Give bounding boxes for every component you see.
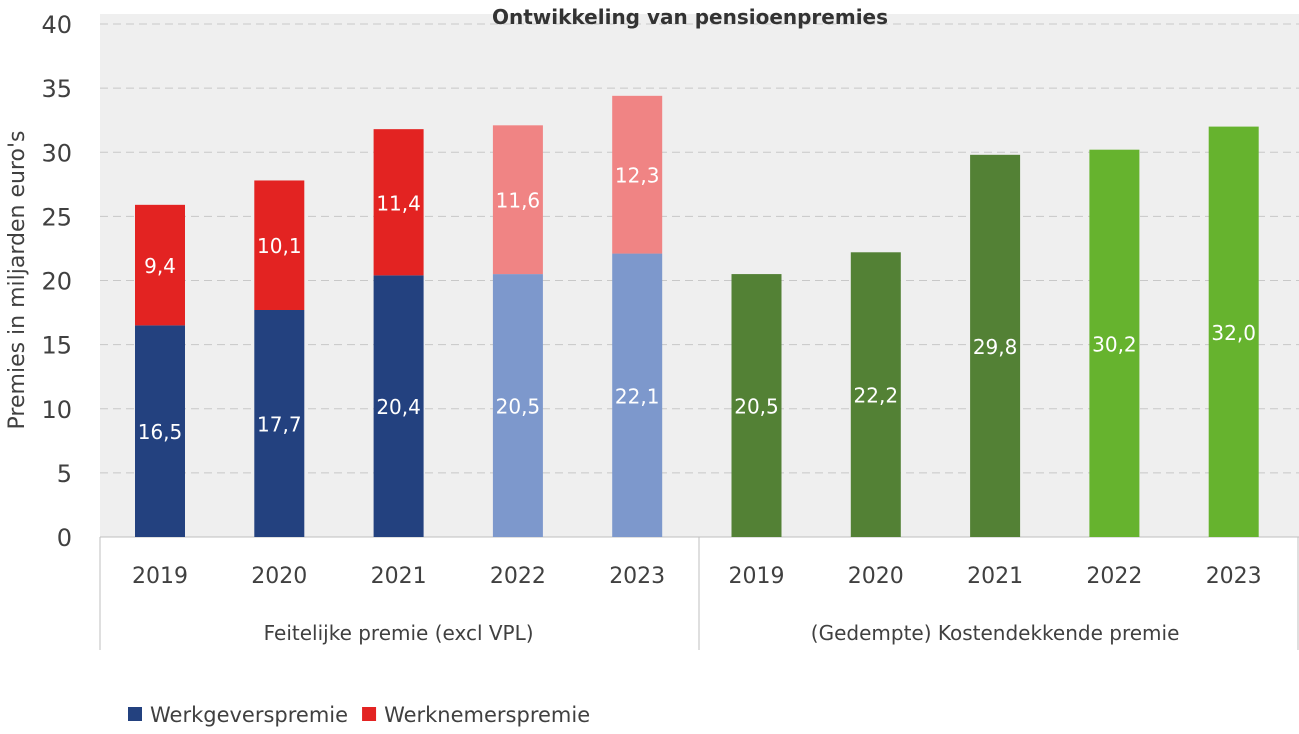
y-tick-label: 0 [57,524,72,552]
y-tick-label: 30 [41,139,72,167]
x-tick-label: 2023 [609,564,665,589]
bar-segment [254,309,305,537]
group-label: Feitelijke premie (excl VPL) [264,621,534,645]
bar-segment [135,204,185,326]
bar-segment [612,253,663,537]
x-tick-label: 2019 [132,564,188,589]
bar-segment [373,129,424,276]
y-tick-label: 20 [41,268,72,296]
bar-segment [373,275,424,537]
y-tick-label: 5 [57,460,72,488]
bar-segment [492,125,543,275]
data-label: 20,4 [376,395,421,419]
bar-segment [970,154,1021,537]
bar-segment [1208,126,1259,537]
data-label: 11,6 [496,189,541,213]
data-label: 10,1 [257,234,302,258]
data-label: 9,4 [144,254,176,278]
chart-title: Ontwikkeling van pensioenpremies [492,5,888,29]
x-tick-label: 2020 [848,564,904,589]
data-label: 12,3 [615,164,660,188]
bar-segment [254,180,305,310]
data-label: 16,5 [138,420,183,444]
data-label: 20,5 [734,395,779,419]
y-axis-label: Premies in miljarden euro's [5,131,30,430]
data-label: 30,2 [1092,332,1137,356]
legend-swatch [128,707,142,721]
y-tick-label: 15 [41,332,72,360]
data-label: 22,1 [615,384,660,408]
bar-segment [135,325,185,537]
y-tick-label: 40 [41,11,72,39]
y-tick-label: 10 [41,396,72,424]
data-label: 29,8 [973,335,1018,359]
group-label: (Gedempte) Kostendekkende premie [811,621,1180,645]
x-tick-label: 2020 [251,564,307,589]
bar-segment [731,274,782,537]
x-tick-label: 2021 [967,564,1023,589]
data-label: 22,2 [854,384,899,408]
bar-segment [612,95,663,254]
x-tick-label: 2023 [1206,564,1262,589]
data-label: 20,5 [496,395,541,419]
legend-label: Werkgeverspremie [150,703,348,727]
x-tick-label: 2022 [1086,564,1142,589]
data-label: 32,0 [1211,321,1256,345]
bar-segment [1089,149,1140,537]
bar-segment [850,252,901,537]
legend-swatch [362,707,377,721]
legend-label: Werknemerspremie [384,703,590,727]
x-tick-label: 2019 [729,564,785,589]
x-tick-label: 2022 [490,564,546,589]
data-label: 17,7 [257,412,302,436]
x-tick-label: 2021 [371,564,427,589]
data-label: 11,4 [376,191,421,215]
y-tick-label: 35 [41,75,72,103]
bar-segment [492,274,543,537]
y-tick-label: 25 [41,203,72,231]
